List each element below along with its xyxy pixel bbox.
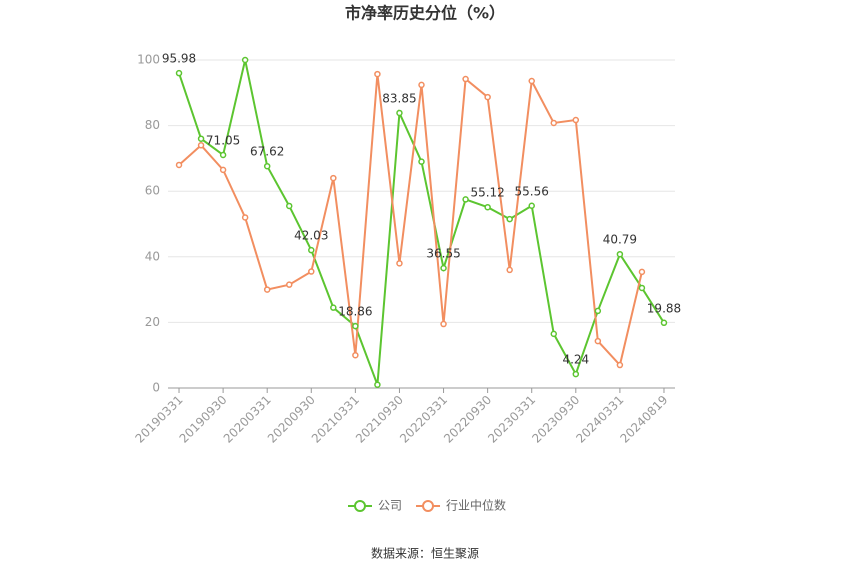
point bbox=[285, 281, 293, 288]
point bbox=[219, 151, 227, 159]
point bbox=[594, 337, 602, 345]
point bbox=[594, 307, 602, 315]
value-label: 40.79 bbox=[603, 233, 637, 247]
point bbox=[528, 77, 535, 85]
source: 数据来源：恒生聚源 bbox=[371, 546, 479, 561]
x-tick-label: 20240819 bbox=[617, 393, 670, 446]
series-line bbox=[178, 73, 643, 368]
value-label: 71.05 bbox=[206, 133, 240, 147]
value-label: 55.12 bbox=[470, 186, 504, 200]
point bbox=[396, 260, 403, 267]
point bbox=[175, 69, 183, 77]
point bbox=[462, 196, 469, 203]
point bbox=[462, 75, 469, 83]
value-label: 36.55 bbox=[426, 247, 460, 261]
y-tick-label: 40 bbox=[145, 249, 160, 263]
point bbox=[418, 158, 425, 165]
point bbox=[616, 361, 624, 369]
value-label: 18.86 bbox=[338, 305, 372, 319]
point bbox=[572, 116, 580, 124]
point bbox=[374, 381, 381, 388]
value-label: 83.85 bbox=[382, 91, 416, 105]
legend-label: 行业中位数 bbox=[446, 498, 506, 513]
point bbox=[506, 266, 513, 274]
point bbox=[241, 56, 249, 64]
point bbox=[263, 162, 271, 170]
y-tick-label: 80 bbox=[145, 118, 160, 132]
point bbox=[330, 304, 337, 311]
point bbox=[506, 215, 513, 223]
point bbox=[616, 250, 624, 258]
point bbox=[352, 322, 359, 330]
point bbox=[352, 351, 359, 359]
legend-marker bbox=[422, 500, 435, 512]
legend-marker bbox=[354, 500, 366, 512]
point bbox=[484, 93, 491, 101]
point bbox=[330, 174, 337, 182]
y-tick-label: 100 bbox=[137, 53, 160, 67]
point bbox=[308, 268, 315, 275]
point bbox=[440, 320, 447, 328]
point bbox=[197, 142, 205, 149]
point bbox=[374, 70, 381, 78]
value-label: 95.98 bbox=[162, 52, 196, 66]
value-label: 19.88 bbox=[647, 301, 681, 315]
value-label: 42.03 bbox=[294, 229, 328, 243]
point bbox=[484, 203, 491, 211]
point bbox=[396, 109, 403, 117]
point bbox=[440, 264, 447, 272]
chart-title: 市净率历史分位（%） bbox=[345, 4, 505, 23]
point bbox=[219, 166, 227, 174]
value-label: 55.56 bbox=[515, 184, 549, 198]
point bbox=[572, 370, 580, 378]
point bbox=[550, 119, 558, 127]
point bbox=[197, 135, 205, 142]
value-label: 67.62 bbox=[250, 145, 284, 159]
point bbox=[263, 286, 271, 293]
series-line bbox=[178, 59, 665, 386]
legend-label: 公司 bbox=[378, 499, 402, 513]
y-tick-label: 0 bbox=[152, 381, 160, 395]
y-tick-label: 60 bbox=[145, 184, 160, 198]
point bbox=[550, 330, 558, 338]
point bbox=[418, 81, 425, 89]
point bbox=[660, 319, 668, 327]
point bbox=[638, 284, 646, 292]
point bbox=[308, 246, 315, 254]
value-label: 4.24 bbox=[562, 353, 589, 367]
point bbox=[638, 268, 646, 276]
y-tick-label: 20 bbox=[145, 315, 160, 329]
point bbox=[285, 202, 293, 210]
point bbox=[175, 161, 183, 169]
point bbox=[528, 202, 535, 210]
point bbox=[241, 214, 249, 221]
